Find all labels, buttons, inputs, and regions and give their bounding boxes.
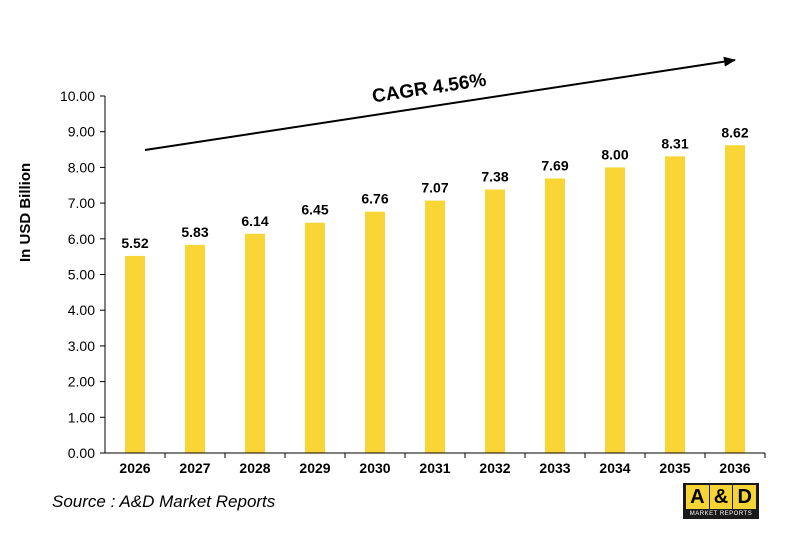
- bar-2031: [425, 200, 445, 453]
- x-tick-label: 2031: [419, 460, 450, 476]
- y-tick-label: 3.00: [68, 338, 95, 354]
- bar-2029: [305, 222, 325, 453]
- x-tick-label: 2036: [719, 460, 750, 476]
- data-label: 6.76: [361, 191, 388, 207]
- data-label: 8.00: [601, 146, 628, 162]
- data-label: 5.52: [121, 235, 148, 251]
- y-tick-label: 8.00: [68, 159, 95, 175]
- x-tick-label: 2033: [539, 460, 570, 476]
- source-note: Source : A&D Market Reports: [52, 492, 276, 511]
- data-label: 7.69: [541, 157, 568, 173]
- data-label: 6.14: [241, 213, 268, 229]
- y-axis-label: In USD Billion: [17, 162, 34, 262]
- x-tick-label: 2028: [239, 460, 270, 476]
- y-tick-label: 9.00: [68, 124, 95, 140]
- y-tick-label: 7.00: [68, 195, 95, 211]
- x-tick-label: 2035: [659, 460, 690, 476]
- bar-2028: [245, 233, 265, 453]
- logo-subtitle: MARKET REPORTS: [689, 511, 753, 517]
- y-tick-label: 6.00: [68, 231, 95, 247]
- logo-letter: &: [709, 485, 733, 509]
- bar-2030: [365, 211, 385, 453]
- x-tick-label: 2027: [179, 460, 210, 476]
- bar-2036: [725, 145, 745, 454]
- logo-letter: D: [733, 485, 757, 509]
- bar-2032: [485, 189, 505, 453]
- y-tick-label: 5.00: [68, 267, 95, 283]
- y-tick-label: 2.00: [68, 374, 95, 390]
- y-tick-label: 1.00: [68, 409, 95, 425]
- x-tick-label: 2034: [599, 460, 630, 476]
- data-label: 7.07: [421, 180, 448, 196]
- data-label: 8.62: [721, 124, 748, 140]
- bar-2026: [125, 255, 145, 453]
- x-tick-label: 2030: [359, 460, 390, 476]
- logo-letter: A: [686, 485, 709, 509]
- cagr-arrow: [144, 56, 736, 151]
- y-tick-label: 4.00: [68, 302, 95, 318]
- data-label: 7.38: [481, 169, 508, 185]
- cagr-annotation: CAGR 4.56%: [371, 70, 488, 108]
- bar-2033: [545, 178, 565, 454]
- x-tick-label: 2026: [119, 460, 150, 476]
- bar-2035: [665, 156, 685, 453]
- x-tick-label: 2032: [479, 460, 510, 476]
- y-tick-label: 0.00: [68, 445, 95, 461]
- data-label: 6.45: [301, 202, 328, 218]
- brand-logo: A & D MARKET REPORTS: [683, 483, 759, 519]
- x-tick-label: 2029: [299, 460, 330, 476]
- data-label: 8.31: [661, 135, 688, 151]
- bar-2027: [185, 244, 205, 453]
- data-label: 5.83: [181, 224, 208, 240]
- y-tick-label: 10.00: [60, 88, 95, 104]
- bar-2034: [605, 167, 625, 453]
